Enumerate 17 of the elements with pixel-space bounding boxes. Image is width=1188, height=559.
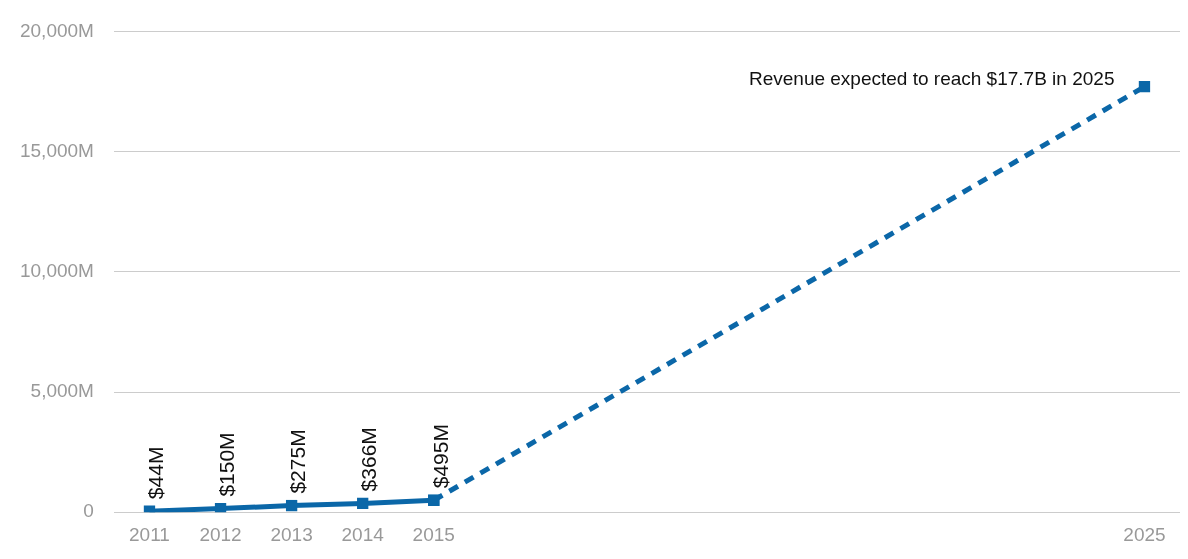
x-tick-label: 2013: [270, 523, 313, 545]
data-label: $495M: [428, 424, 452, 489]
data-label: $275M: [286, 429, 310, 494]
data-label: $366M: [357, 427, 381, 492]
data-label: $44M: [144, 446, 168, 500]
x-tick-label: 2014: [341, 523, 385, 545]
x-tick-label: 2015: [412, 523, 455, 545]
y-tick-label: 15,000M: [19, 139, 94, 161]
y-tick-label: 5,000M: [30, 380, 94, 402]
x-tick-label: 2012: [199, 523, 242, 545]
x-tick-label: 2025: [1123, 523, 1166, 545]
x-tick-label: 2011: [129, 523, 170, 545]
y-tick-label: 0: [83, 500, 94, 522]
y-tick-label: 10,000M: [19, 260, 94, 282]
y-tick-label: 20,000M: [19, 19, 94, 41]
annotation: Revenue expected to reach $17.7B in 2025: [748, 67, 1115, 89]
data-label: $150M: [215, 432, 239, 497]
